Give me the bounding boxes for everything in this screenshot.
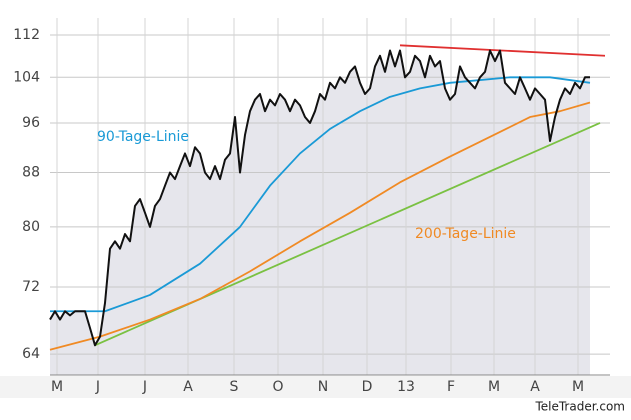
x-tick-label: D	[362, 379, 373, 395]
x-tick-label: M	[51, 379, 63, 395]
series-line	[49, 49, 590, 347]
series-line	[399, 44, 606, 57]
x-axis-band	[0, 376, 631, 398]
x-tick-label: A	[530, 379, 540, 395]
x-tick-label: J	[142, 379, 147, 395]
x-tick-label: J	[95, 379, 100, 395]
series-line	[50, 76, 591, 313]
price-area	[50, 50, 590, 375]
y-tick-label: 104	[13, 69, 40, 85]
y-tick-label: 72	[22, 279, 40, 295]
x-tick-label: O	[272, 379, 283, 395]
x-tick-label: M	[488, 379, 500, 395]
series-label: 200-Tage-Linie	[415, 226, 516, 242]
x-tick-label: N	[318, 379, 328, 395]
y-tick-label: 112	[13, 27, 40, 43]
series-label: 90-Tage-Linie	[97, 129, 189, 145]
y-tick-label: 96	[22, 115, 40, 131]
x-tick-label: S	[230, 379, 239, 395]
footer: TeleTrader.com	[534, 400, 625, 414]
y-tick-label: 64	[22, 346, 40, 362]
x-tick-label: A	[183, 379, 193, 395]
y-tick-label: 88	[22, 165, 40, 181]
series-line	[49, 101, 591, 351]
x-tick-label: 13	[397, 379, 415, 395]
x-tick-label: F	[447, 379, 455, 395]
y-tick-label: 80	[22, 219, 40, 235]
x-tick-label: M	[572, 379, 584, 395]
